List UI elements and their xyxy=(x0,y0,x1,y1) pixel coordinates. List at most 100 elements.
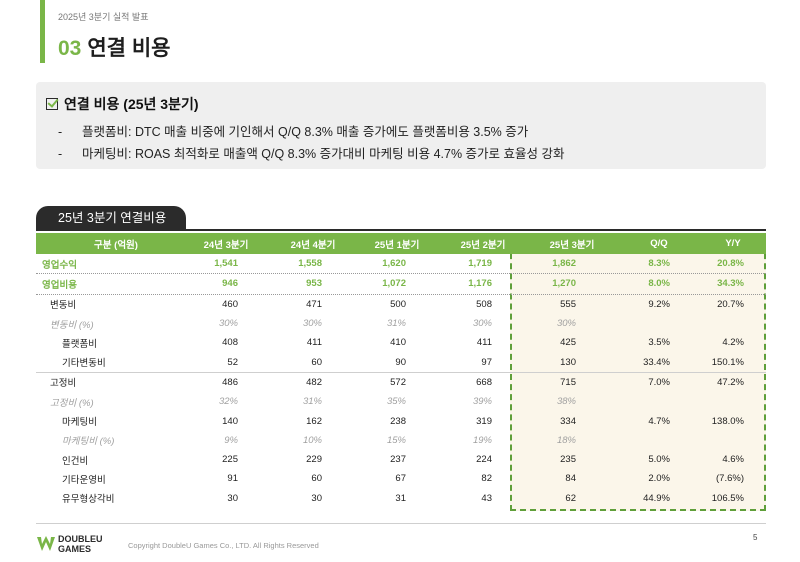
table-cell: 1,558 xyxy=(298,258,322,270)
table-cell: 90 xyxy=(395,356,406,368)
table-cell: 138.0% xyxy=(711,415,744,427)
table-cell: 35% xyxy=(386,396,406,408)
table-cell xyxy=(576,392,670,411)
table-cell: 1,620 xyxy=(382,258,406,270)
table-cell: 31 xyxy=(395,492,406,504)
table-cell: 229 xyxy=(306,454,322,466)
table-cell: 334 xyxy=(560,415,576,427)
table-cell: 38% xyxy=(556,396,576,408)
column-header: Y/Y xyxy=(725,238,741,249)
table-row: 기타변동비 52 60 90 97 130 33.4% 150.1% xyxy=(36,352,766,371)
table-cell: 8.0% xyxy=(648,278,670,290)
table-cell: 410 xyxy=(390,337,406,349)
table-row: 유무형상각비 30 30 31 43 62 44.9% 106.5% xyxy=(36,489,766,508)
row-label: 인건비 xyxy=(62,455,89,467)
page-title: 03 연결 비용 xyxy=(58,32,170,62)
table-cell: 460 xyxy=(222,298,238,310)
table-cell: 20.8% xyxy=(717,258,744,270)
table-cell xyxy=(576,314,670,333)
table-cell: 4.7% xyxy=(648,415,670,427)
table-cell: 30% xyxy=(556,318,576,330)
table-cell: 235 xyxy=(560,454,576,466)
summary-bullet: - 마케팅비: ROAS 최적화로 매출액 Q/Q 8.3% 증가대비 마케팅 비… xyxy=(58,143,564,162)
table-cell: 19% xyxy=(472,434,492,446)
checkbox-icon xyxy=(46,98,58,110)
table-cell: 1,176 xyxy=(468,278,492,290)
table-cell: 47.2% xyxy=(717,376,744,388)
row-label: 마케팅비 (%) xyxy=(62,436,115,448)
table-cell: 62 xyxy=(565,492,576,504)
table-cell: 34.3% xyxy=(717,278,744,290)
table-cell: 5.0% xyxy=(648,454,670,466)
column-header: 25년 2분기 xyxy=(460,239,506,251)
table-cell xyxy=(576,431,670,450)
column-header: 24년 4분기 xyxy=(290,239,336,251)
table-row: 영업비용 946 953 1,072 1,176 1,270 8.0% 34.3% xyxy=(36,274,766,295)
table-cell: 32% xyxy=(218,396,238,408)
summary-bullet: - 플랫폼비: DTC 매출 비중에 기인해서 Q/Q 8.3% 매출 증가에도 … xyxy=(58,121,528,140)
table-cell: 150.1% xyxy=(711,356,744,368)
row-label: 유무형상각비 xyxy=(62,494,115,506)
table-cell: 4.6% xyxy=(722,454,744,466)
table-cell: 953 xyxy=(306,278,322,290)
table-cell: 39% xyxy=(472,396,492,408)
table-cell: 30 xyxy=(311,492,322,504)
bullet-marker: - xyxy=(58,147,63,161)
bullet-marker: - xyxy=(58,125,63,139)
table-cell: 411 xyxy=(306,337,322,349)
table-cell: 408 xyxy=(222,337,238,349)
table-cell: 2.0% xyxy=(648,473,670,485)
table-cell: 500 xyxy=(390,298,406,310)
table-row: 변동비 (%) 30% 30% 31% 30% 30% xyxy=(36,314,766,333)
bullet-text: 플랫폼비: DTC 매출 비중에 기인해서 Q/Q 8.3% 매출 증가에도 플… xyxy=(82,125,529,139)
table-cell: 1,270 xyxy=(552,278,576,290)
table-cell: 668 xyxy=(476,376,492,388)
table-header-row: 구분 (억원) 24년 3분기 24년 4분기 25년 1분기 25년 2분기 … xyxy=(36,233,766,254)
table-cell: 140 xyxy=(222,415,238,427)
table-cell: 1,541 xyxy=(214,258,238,270)
summary-heading: 연결 비용 (25년 3분기) xyxy=(46,94,199,114)
table-cell: 946 xyxy=(222,278,238,290)
table-cell: (7.6%) xyxy=(716,473,744,485)
footer-divider xyxy=(36,523,766,524)
table-cell: 31% xyxy=(386,318,406,330)
table-cell: 237 xyxy=(390,454,406,466)
table-cell: 3.5% xyxy=(648,337,670,349)
logo-line-2: GAMES xyxy=(58,544,92,554)
section-number: 03 xyxy=(58,37,82,60)
page-number: 5 xyxy=(753,533,758,542)
table-cell: 84 xyxy=(565,473,576,485)
table-cell: 9.2% xyxy=(648,298,670,310)
presentation-subtitle: 2025년 3분기 실적 발표 xyxy=(58,12,149,22)
table-cell: 4.2% xyxy=(722,337,744,349)
bullet-text: 마케팅비: ROAS 최적화로 매출액 Q/Q 8.3% 증가대비 마케팅 비용… xyxy=(82,147,565,161)
table-cell: 1,862 xyxy=(552,258,576,270)
table-title-underline xyxy=(36,229,766,231)
table-cell: 715 xyxy=(560,376,576,388)
table-cell xyxy=(670,431,744,450)
doubleu-games-logo: DOUBLEU GAMES xyxy=(36,532,126,556)
table-cell: 91 xyxy=(227,473,238,485)
row-label: 변동비 xyxy=(50,300,77,312)
logo-wordmark: DOUBLEU GAMES xyxy=(58,534,103,554)
table-row: 기타운영비 91 60 67 82 84 2.0% (7.6%) xyxy=(36,469,766,488)
table-cell: 482 xyxy=(306,376,322,388)
table-cell: 31% xyxy=(302,396,322,408)
table-row: 고정비 (%) 32% 31% 35% 39% 38% xyxy=(36,392,766,411)
table-cell: 18% xyxy=(556,434,576,446)
table-cell xyxy=(670,392,744,411)
column-header: 25년 1분기 xyxy=(374,239,420,251)
copyright-text: Copyright DoubleU Games Co., LTD. All Ri… xyxy=(128,541,319,550)
row-label: 영업수익 xyxy=(42,259,77,271)
logo-mark-icon xyxy=(37,536,55,551)
row-label: 플랫폼비 xyxy=(62,338,97,350)
table-cell: 508 xyxy=(476,298,492,310)
table-cell: 30% xyxy=(472,318,492,330)
table-cell: 572 xyxy=(390,376,406,388)
logo-line-1: DOUBLEU xyxy=(58,534,103,544)
table-cell: 60 xyxy=(311,473,322,485)
section-title: 연결 비용 xyxy=(87,37,171,60)
table-cell: 162 xyxy=(306,415,322,427)
table-cell: 1,072 xyxy=(382,278,406,290)
row-label: 변동비 (%) xyxy=(50,319,94,331)
